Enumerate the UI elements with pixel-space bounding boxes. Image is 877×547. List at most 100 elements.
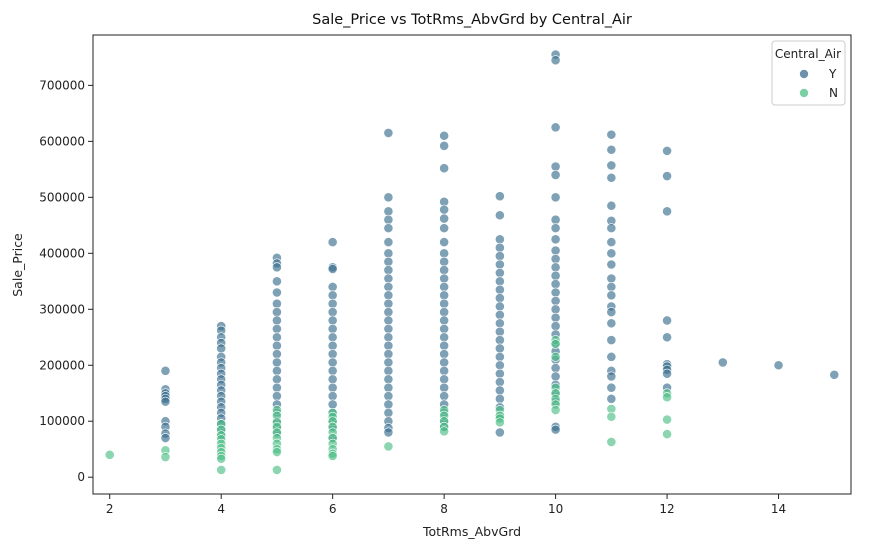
data-point-n-38 (439, 426, 450, 437)
y-tick-label-6: 600000 (39, 134, 85, 148)
data-point-y-92 (383, 349, 394, 359)
data-point-y-139 (494, 267, 505, 278)
data-point-y-37 (272, 315, 282, 326)
data-point-y-211 (662, 171, 672, 181)
data-point-y-138 (494, 259, 505, 270)
data-point-y-74 (383, 128, 394, 138)
data-point-y-64 (327, 357, 338, 368)
data-point-y-91 (383, 340, 394, 351)
data-point-y-157 (494, 427, 505, 438)
data-point-y-142 (494, 293, 505, 303)
data-point-y-62 (327, 340, 338, 351)
data-point-y-78 (383, 223, 394, 234)
data-point-y-82 (383, 265, 394, 275)
legend-marker-y (799, 69, 809, 79)
data-point-y-77 (383, 214, 394, 225)
data-point-y-88 (383, 315, 394, 326)
data-point-y-83 (383, 273, 394, 284)
x-tick-label-1: 4 (217, 502, 225, 516)
data-point-y-46 (272, 391, 282, 401)
legend-label-y: Y (828, 67, 837, 81)
y-tick-label-3: 300000 (39, 302, 85, 316)
x-tick-label-2: 6 (329, 502, 337, 516)
data-point-y-94 (383, 365, 394, 376)
data-point-y-214 (662, 332, 672, 343)
data-point-y-116 (439, 290, 450, 301)
data-point-y-35 (272, 298, 282, 309)
data-point-n-22 (272, 465, 282, 475)
data-point-y-210 (662, 145, 672, 156)
data-point-y-220 (717, 357, 728, 368)
axis-ticks: 2 4 6 8 10 12 14 0 100000 200000 300000 400000 50000… (39, 78, 786, 516)
data-point-y-56 (327, 290, 338, 301)
data-point-y-143 (494, 301, 505, 312)
data-point-n-53 (606, 437, 617, 447)
y-tick-label-1: 100000 (39, 414, 85, 428)
x-tick-label-6: 14 (771, 502, 786, 516)
data-point-y-0 (160, 365, 171, 376)
data-point-y-33 (272, 276, 282, 287)
data-point-y-14 (216, 343, 227, 354)
data-point-y-166 (550, 234, 561, 245)
data-point-n-44 (550, 339, 561, 349)
data-point-y-85 (383, 290, 394, 301)
data-point-y-104 (439, 140, 450, 151)
y-tick-label-7: 700000 (39, 78, 85, 92)
data-point-y-144 (494, 309, 505, 320)
legend: Central_Air Y N (771, 40, 846, 106)
data-point-y-174 (550, 304, 561, 315)
data-point-y-119 (439, 315, 450, 326)
data-point-y-198 (606, 273, 617, 284)
data-point-y-202 (606, 307, 617, 317)
data-point-y-38 (272, 323, 282, 334)
x-tick-label-4: 10 (548, 502, 563, 516)
data-point-y-208 (606, 382, 617, 393)
legend-marker-n (799, 88, 809, 98)
data-point-y-96 (383, 382, 394, 393)
data-point-y-152 (494, 377, 505, 387)
data-point-y-127 (439, 382, 450, 393)
data-point-y-145 (494, 318, 505, 329)
data-point-y-188 (606, 129, 617, 140)
data-point-n-21 (272, 447, 282, 457)
data-point-y-146 (494, 326, 505, 337)
data-point-y-66 (327, 374, 338, 385)
data-point-y-108 (439, 213, 450, 224)
data-point-y-125 (439, 365, 450, 376)
data-point-y-171 (550, 279, 561, 289)
data-point-y-195 (606, 237, 617, 248)
data-point-y-209 (606, 393, 617, 404)
data-point-y-134 (494, 210, 505, 221)
data-point-y-169 (550, 262, 561, 273)
data-point-y-110 (439, 237, 450, 248)
data-point-n-50 (550, 405, 561, 415)
data-point-y-105 (439, 163, 450, 174)
data-point-y-9 (160, 433, 171, 443)
data-point-y-168 (550, 253, 561, 264)
data-point-y-199 (606, 281, 617, 292)
data-point-n-52 (606, 411, 617, 422)
data-point-n-45 (550, 351, 561, 362)
data-point-y-182 (550, 371, 561, 382)
data-point-y-36 (272, 307, 282, 317)
data-point-y-97 (383, 391, 394, 401)
data-point-y-111 (439, 248, 450, 259)
data-point-y-164 (550, 214, 561, 225)
data-point-y-197 (606, 259, 617, 270)
data-point-y-122 (439, 340, 450, 351)
data-point-y-45 (272, 382, 282, 393)
y-axis-label: Sale_Price (10, 233, 25, 297)
data-point-y-99 (383, 407, 394, 418)
data-point-y-218 (662, 368, 672, 379)
data-point-y-84 (383, 281, 394, 292)
y-tick-label-2: 200000 (39, 358, 85, 372)
data-point-y-115 (439, 281, 450, 292)
legend-title: Central_Air (775, 47, 841, 61)
data-point-y-205 (606, 351, 617, 362)
data-point-y-95 (383, 374, 394, 385)
data-point-y-65 (327, 365, 338, 376)
data-point-y-192 (606, 200, 617, 211)
data-point-y-75 (383, 192, 394, 203)
data-point-y-162 (550, 170, 561, 180)
data-point-y-133 (494, 191, 505, 202)
